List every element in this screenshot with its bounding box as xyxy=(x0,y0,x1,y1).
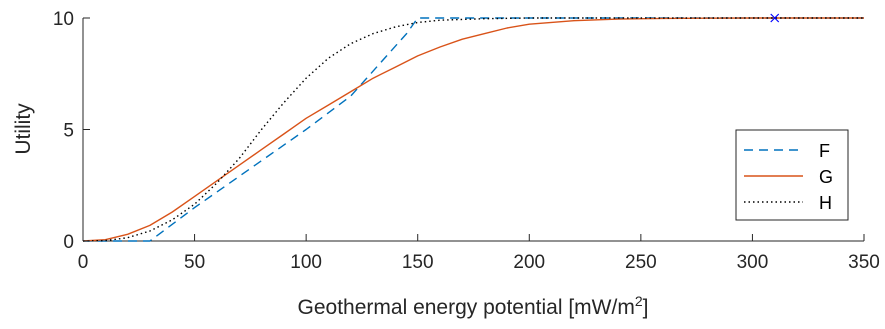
x-axis-label-superscript: 2 xyxy=(635,293,643,309)
x-tick-label: 150 xyxy=(402,252,434,273)
series-line-g xyxy=(82,17,864,242)
tick-layer: 0 50 100 150 200 250 300 350 0 5 10 xyxy=(53,9,880,273)
point-marker xyxy=(770,13,780,23)
legend-label-g: G xyxy=(819,167,833,187)
legend-box xyxy=(735,129,849,221)
legend: FGH xyxy=(735,129,849,221)
marker-layer xyxy=(770,13,780,23)
x-tick-label: 250 xyxy=(625,252,657,273)
x-tick-label: 50 xyxy=(184,252,205,273)
x-axis-label-suffix: ] xyxy=(643,296,649,319)
x-tick-label: 0 xyxy=(78,252,89,273)
x-axis-label: Geothermal energy potential [mW/m2] xyxy=(298,293,649,319)
legend-label-h: H xyxy=(819,193,832,213)
x-tick-label: 100 xyxy=(290,252,322,273)
series-line-f xyxy=(83,17,864,242)
x-axis-label-main: Geothermal energy potential [mW/m xyxy=(298,296,635,319)
y-tick-label: 0 xyxy=(63,232,74,253)
x-tick-label: 300 xyxy=(737,252,769,273)
y-tick-label: 5 xyxy=(63,121,74,142)
series-layer xyxy=(82,17,864,242)
y-tick-label: 10 xyxy=(53,9,74,30)
x-tick-label: 350 xyxy=(848,252,880,273)
series-line-h xyxy=(82,17,864,242)
legend-label-f: F xyxy=(819,141,830,161)
x-tick-label: 200 xyxy=(513,252,545,273)
y-axis-label: Utility xyxy=(12,103,35,155)
